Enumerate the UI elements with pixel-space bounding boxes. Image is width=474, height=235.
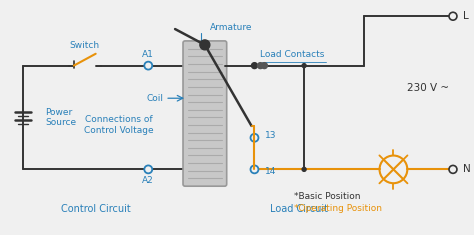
Text: A1: A1 — [142, 50, 154, 59]
Circle shape — [449, 165, 457, 173]
Text: Power
Source: Power Source — [45, 108, 76, 127]
Circle shape — [302, 64, 306, 68]
Text: *Operating Position: *Operating Position — [294, 204, 382, 213]
Circle shape — [449, 12, 457, 20]
Circle shape — [252, 63, 257, 69]
Text: A2: A2 — [142, 176, 154, 185]
Text: Connections of
Control Voltage: Connections of Control Voltage — [84, 115, 153, 135]
FancyBboxPatch shape — [183, 41, 227, 186]
Text: 13: 13 — [265, 131, 277, 140]
Text: L: L — [463, 11, 469, 21]
Text: Switch: Switch — [70, 41, 100, 50]
Text: Coil: Coil — [146, 94, 163, 103]
Circle shape — [257, 63, 264, 69]
Text: Armature: Armature — [210, 23, 252, 31]
Circle shape — [144, 62, 152, 70]
Circle shape — [144, 165, 152, 173]
Text: N: N — [463, 164, 471, 174]
Text: Load Circuit: Load Circuit — [270, 204, 328, 214]
Circle shape — [250, 134, 258, 142]
Text: 14: 14 — [265, 167, 277, 176]
Circle shape — [250, 165, 258, 173]
Text: *Basic Position: *Basic Position — [294, 192, 361, 200]
Circle shape — [302, 167, 306, 171]
Text: Load Contacts: Load Contacts — [260, 50, 324, 59]
Circle shape — [200, 40, 210, 50]
Text: Control Circuit: Control Circuit — [61, 204, 130, 214]
Circle shape — [262, 63, 267, 69]
Text: 230 V ~: 230 V ~ — [407, 83, 449, 93]
